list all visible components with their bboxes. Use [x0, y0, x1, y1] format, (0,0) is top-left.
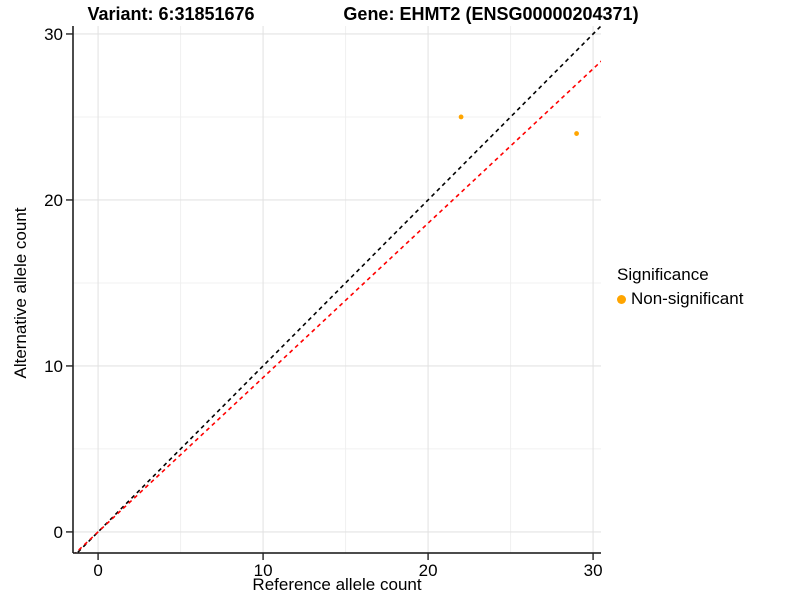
legend-point-marker — [617, 294, 626, 304]
svg-text:30: 30 — [584, 561, 603, 580]
gene-title: Gene: EHMT2 (ENSG00000204371) — [343, 4, 639, 24]
variant-title: Variant: 6:31851676 — [87, 4, 255, 24]
svg-text:0: 0 — [93, 561, 102, 580]
x-axis-title: Reference allele count — [252, 575, 422, 594]
y-axis-title: Alternative allele count — [11, 207, 30, 379]
svg-text:20: 20 — [419, 561, 438, 580]
legend-item: Non-significant — [617, 289, 743, 309]
svg-text:10: 10 — [44, 357, 63, 376]
legend: Significance Non-significant — [617, 265, 743, 309]
svg-text:30: 30 — [44, 25, 63, 44]
svg-text:20: 20 — [44, 191, 63, 210]
legend-item-label: Non-significant — [631, 289, 744, 308]
svg-text:0: 0 — [54, 523, 63, 542]
svg-text:10: 10 — [254, 561, 273, 580]
legend-title: Significance — [617, 265, 709, 284]
